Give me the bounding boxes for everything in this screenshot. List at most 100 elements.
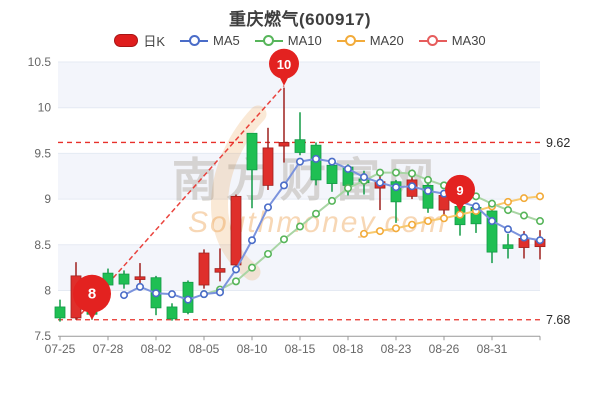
band bbox=[58, 62, 540, 108]
ma5-marker bbox=[200, 290, 209, 299]
ma5-marker bbox=[279, 181, 288, 190]
candle bbox=[230, 195, 242, 266]
ma5-marker bbox=[359, 173, 368, 182]
ma5-marker bbox=[216, 288, 225, 297]
x-tick-label: 08-31 bbox=[477, 342, 508, 356]
ma-legend-icon bbox=[345, 35, 357, 46]
ma-legend-icon bbox=[427, 35, 439, 46]
ma10-marker bbox=[263, 249, 272, 258]
ma5-marker bbox=[311, 154, 320, 163]
ma10-marker bbox=[407, 169, 416, 178]
ma10-marker bbox=[248, 263, 257, 272]
ma5-marker bbox=[407, 182, 416, 191]
ma20-marker bbox=[359, 229, 368, 238]
ma5-marker bbox=[136, 282, 145, 291]
ma10-marker bbox=[519, 211, 528, 220]
ma20-marker bbox=[391, 224, 400, 233]
legend-label: MA5 bbox=[213, 33, 240, 48]
badge-10: 10 bbox=[269, 48, 299, 86]
x-tick-label: 08-05 bbox=[189, 342, 220, 356]
y-tick-label: 8 bbox=[44, 284, 51, 298]
ma10-marker bbox=[391, 168, 400, 177]
ma20-marker bbox=[455, 210, 464, 219]
x-tick-label: 08-02 bbox=[141, 342, 172, 356]
y-tick-label: 10 bbox=[38, 101, 52, 115]
ma5-marker bbox=[375, 178, 384, 187]
ma10-marker bbox=[343, 184, 352, 193]
ma10-marker bbox=[375, 168, 384, 177]
ma5-marker bbox=[343, 164, 352, 173]
candle bbox=[246, 132, 258, 171]
ma5-marker bbox=[184, 295, 193, 304]
legend-item-ma20[interactable]: MA20 bbox=[336, 33, 404, 48]
watermark-cn: 南方财富网 bbox=[172, 154, 442, 206]
x-tick-label: 08-10 bbox=[237, 342, 268, 356]
candle bbox=[134, 276, 146, 280]
legend-item-ma10[interactable]: MA10 bbox=[254, 33, 322, 48]
ma5-marker bbox=[152, 289, 161, 298]
ma5-marker bbox=[503, 225, 512, 234]
ma10-marker bbox=[487, 199, 496, 208]
ma5-marker bbox=[248, 236, 257, 245]
ma5-marker bbox=[519, 233, 528, 242]
ma5-marker bbox=[168, 290, 177, 299]
candle bbox=[422, 184, 434, 209]
ma10-marker bbox=[535, 217, 544, 226]
ma5-marker bbox=[120, 291, 129, 300]
candle bbox=[54, 306, 66, 319]
y-tick-label: 10.5 bbox=[28, 55, 52, 69]
badge-9: 9 bbox=[445, 174, 475, 212]
ma20-marker bbox=[375, 227, 384, 236]
ma10-marker bbox=[295, 222, 304, 231]
candle bbox=[486, 210, 498, 253]
ma20-marker bbox=[439, 214, 448, 223]
y-tick-label: 8.5 bbox=[34, 238, 51, 252]
x-tick-label: 07-28 bbox=[93, 342, 124, 356]
legend-item-ma30[interactable]: MA30 bbox=[418, 33, 486, 48]
legend-label: 日K bbox=[143, 34, 166, 49]
ma20-marker bbox=[503, 197, 512, 206]
x-tick-label: 08-15 bbox=[285, 342, 316, 356]
ma5-marker bbox=[263, 203, 272, 212]
badge-circle bbox=[269, 48, 299, 79]
ref-line-label: 7.68 bbox=[546, 313, 570, 327]
y-axis: 10.5 10 9.5 9 8.5 8 7.5 bbox=[28, 55, 52, 343]
x-axis: 07-25 07-28 08-02 08-05 08-10 08-15 08-18 08-23… bbox=[45, 335, 541, 356]
legend-item-ma5[interactable]: MA5 bbox=[180, 33, 240, 48]
ma10-marker bbox=[327, 196, 336, 205]
ma20-marker bbox=[407, 220, 416, 229]
candle bbox=[198, 252, 210, 286]
legend-item-日k[interactable]: 日K bbox=[114, 31, 165, 50]
ma5-marker bbox=[391, 183, 400, 192]
candlestick-legend-icon bbox=[114, 34, 139, 47]
ma5-marker bbox=[471, 202, 480, 211]
ma10-line bbox=[200, 168, 544, 299]
candle bbox=[278, 142, 290, 147]
ma5-marker bbox=[232, 265, 241, 274]
x-tick-label: 08-26 bbox=[429, 342, 460, 356]
ma20-marker bbox=[423, 217, 432, 226]
ma-legend-icon bbox=[188, 35, 200, 46]
badge-label: 10 bbox=[277, 57, 291, 72]
ma5-marker bbox=[535, 236, 544, 245]
x-tick-label: 08-23 bbox=[381, 342, 412, 356]
legend: 日K MA5 MA10 MA20 MA30 bbox=[0, 31, 600, 50]
candle bbox=[502, 244, 514, 249]
badge-label: 9 bbox=[456, 183, 463, 198]
candle bbox=[118, 273, 130, 285]
legend-label: MA30 bbox=[451, 33, 486, 48]
x-tick-label: 07-25 bbox=[45, 342, 76, 356]
ma5-marker bbox=[423, 186, 432, 195]
page-title: 重庆燃气(600917) bbox=[228, 10, 372, 29]
y-tick-label: 9.5 bbox=[34, 146, 51, 160]
band bbox=[58, 244, 540, 291]
ma10-marker bbox=[503, 206, 512, 215]
badge-circle bbox=[73, 274, 111, 313]
candle bbox=[214, 268, 226, 273]
badge-8: 8 bbox=[73, 274, 111, 320]
y-tick-label: 7.5 bbox=[34, 329, 51, 343]
ma20-marker bbox=[519, 194, 528, 203]
badge-circle bbox=[445, 174, 475, 205]
ma-legend-icon bbox=[263, 35, 275, 46]
